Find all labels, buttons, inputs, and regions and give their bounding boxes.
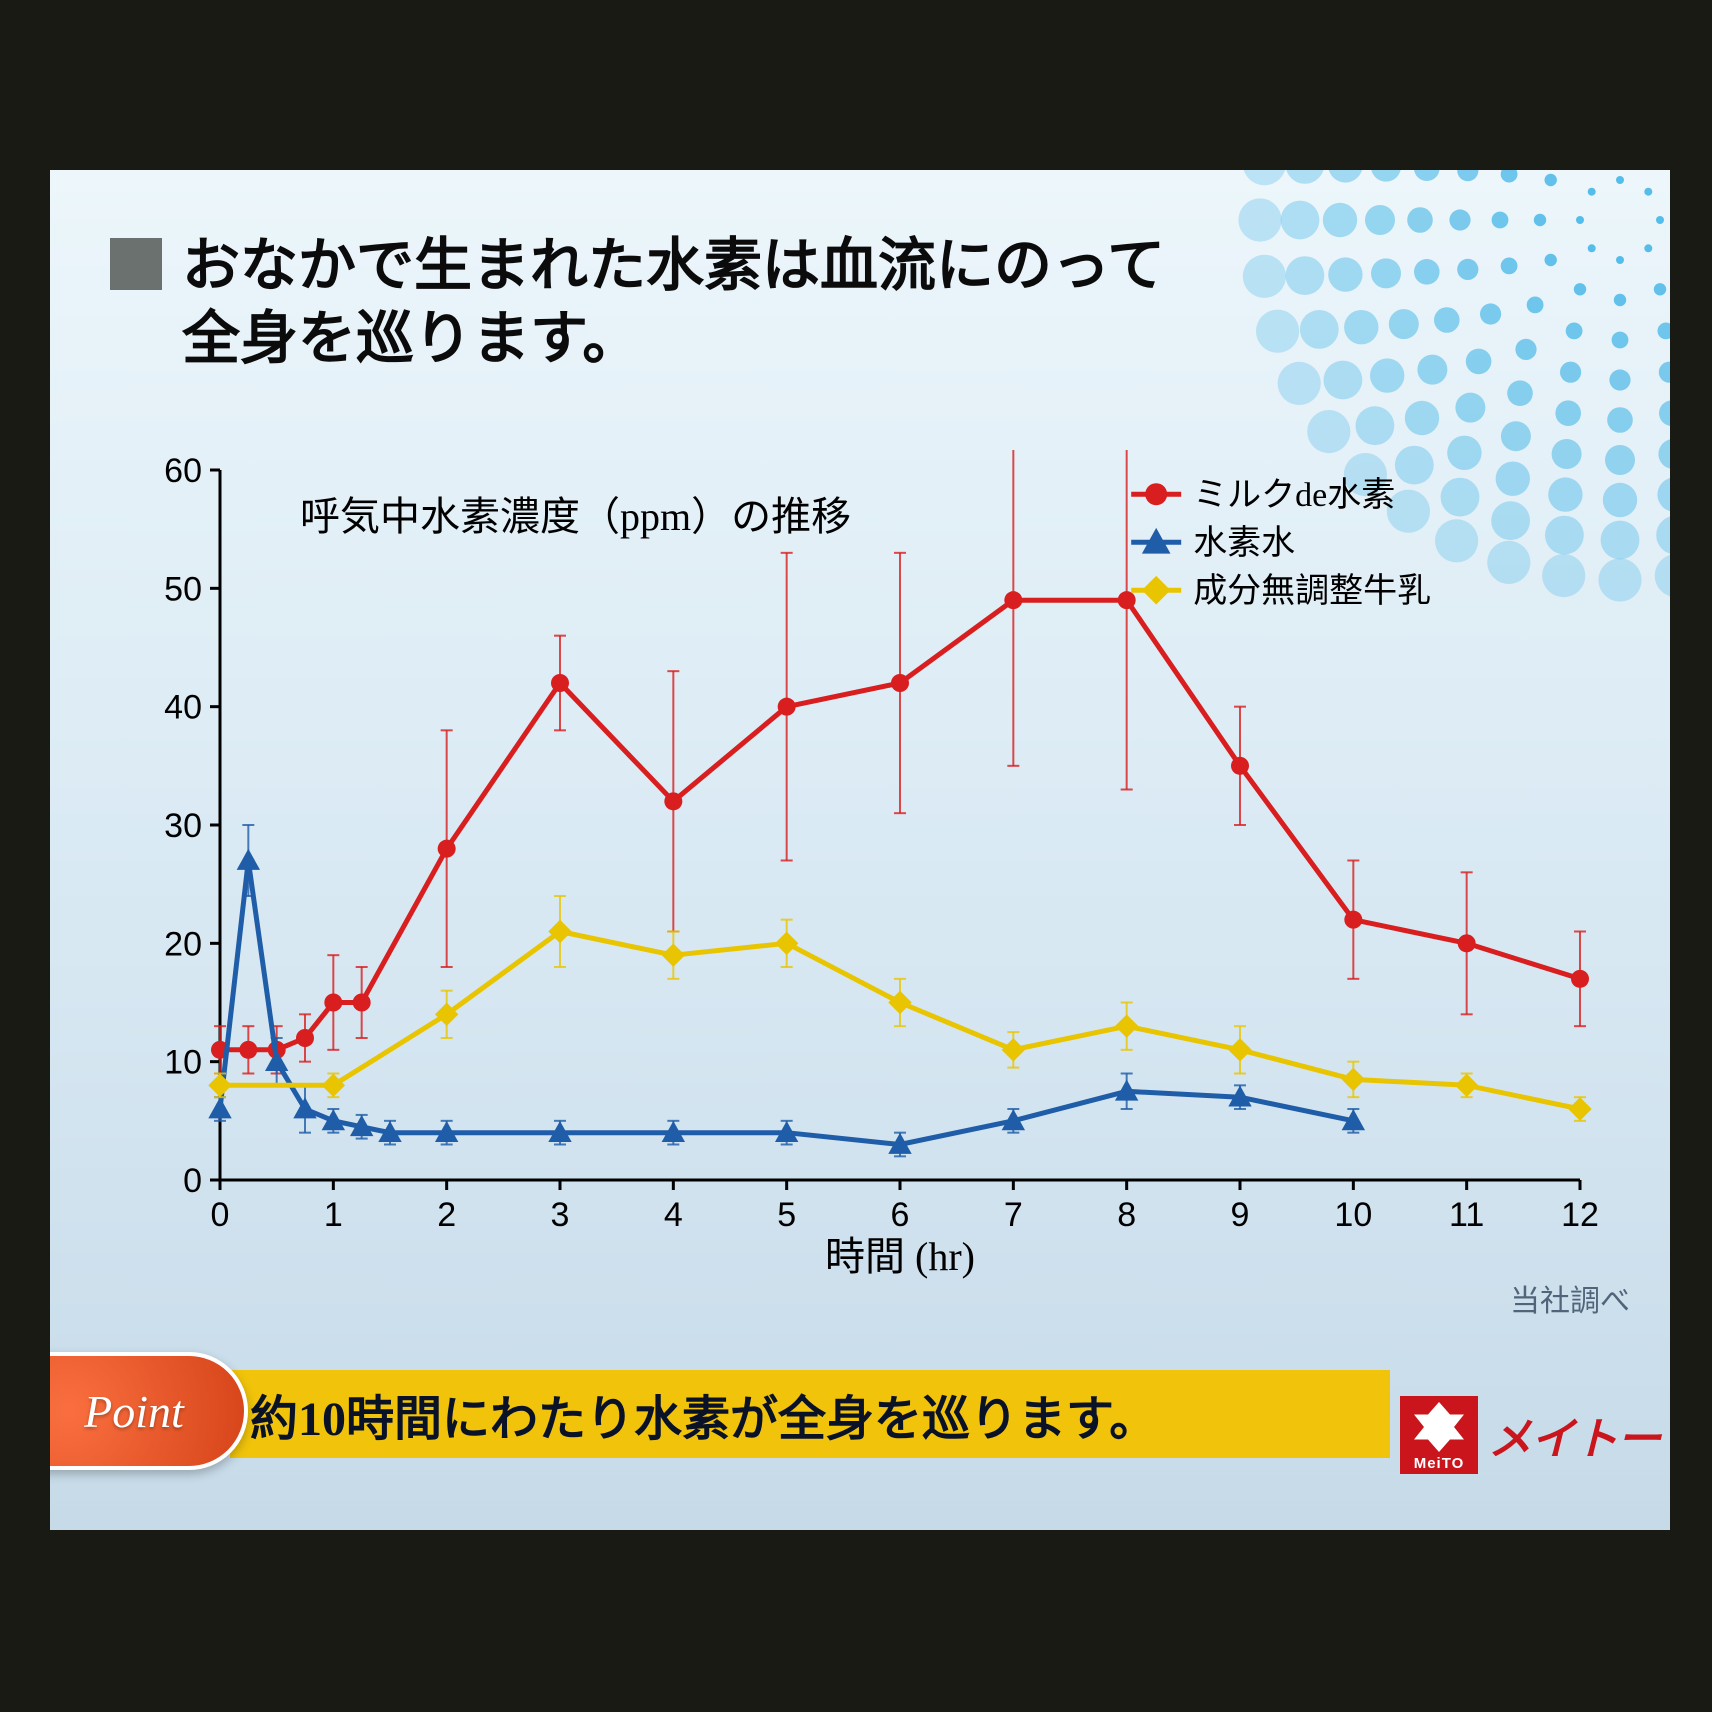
source-note: 当社調べ <box>1510 1276 1630 1320</box>
svg-text:40: 40 <box>164 689 202 727</box>
point-label: Point <box>84 1385 184 1438</box>
headline-line2: 全身を巡ります。 <box>182 306 640 371</box>
svg-text:10: 10 <box>164 1044 202 1082</box>
svg-text:0: 0 <box>211 1196 230 1234</box>
line-chart: 01020304050600123456789101112時間 (hr)呼気中水… <box>130 450 1610 1280</box>
projector-screen-frame: おなかで生まれた水素は血流にのって 全身を巡ります。 0102030405060… <box>50 170 1670 1530</box>
logo-mark-icon: MeiTO <box>1400 1396 1478 1474</box>
point-bar: 約10時間にわたり水素が全身を巡ります。 <box>230 1370 1390 1458</box>
svg-text:成分無調整牛乳: 成分無調整牛乳 <box>1193 572 1431 610</box>
headline-text: おなかで生まれた水素は血流にのって 全身を巡ります。 <box>182 230 1165 375</box>
logo-mark-text: MeiTO <box>1414 1455 1465 1472</box>
svg-text:9: 9 <box>1231 1196 1250 1234</box>
svg-text:7: 7 <box>1004 1196 1023 1234</box>
svg-text:時間 (hr): 時間 (hr) <box>825 1234 975 1279</box>
svg-text:20: 20 <box>164 925 202 963</box>
svg-text:6: 6 <box>891 1196 910 1234</box>
svg-text:5: 5 <box>777 1196 796 1234</box>
svg-text:30: 30 <box>164 807 202 845</box>
svg-text:3: 3 <box>551 1196 570 1234</box>
svg-text:50: 50 <box>164 570 202 608</box>
svg-text:8: 8 <box>1117 1196 1136 1234</box>
svg-text:4: 4 <box>664 1196 683 1234</box>
svg-text:10: 10 <box>1334 1196 1372 1234</box>
svg-text:呼気中水素濃度（ppm）の推移: 呼気中水素濃度（ppm）の推移 <box>300 494 851 539</box>
headline-bullet-icon <box>110 238 162 290</box>
point-capsule: Point <box>50 1352 248 1470</box>
svg-text:12: 12 <box>1561 1196 1599 1234</box>
svg-text:60: 60 <box>164 452 202 490</box>
room-background: おなかで生まれた水素は血流にのって 全身を巡ります。 0102030405060… <box>0 0 1712 1712</box>
slide: おなかで生まれた水素は血流にのって 全身を巡ります。 0102030405060… <box>50 170 1670 1530</box>
svg-text:0: 0 <box>183 1162 202 1200</box>
svg-text:2: 2 <box>437 1196 456 1234</box>
svg-text:ミルクde水素: ミルクde水素 <box>1193 476 1395 514</box>
logo-name: メイトー <box>1488 1403 1660 1467</box>
svg-text:1: 1 <box>324 1196 343 1234</box>
svg-text:11: 11 <box>1449 1196 1484 1234</box>
headline-line1: おなかで生まれた水素は血流にのって <box>182 233 1165 298</box>
svg-text:水素水: 水素水 <box>1193 524 1295 562</box>
point-text: 約10時間にわたり水素が全身を巡ります。 <box>250 1379 1157 1449</box>
brand-logo: MeiTO メイトー <box>1400 1390 1660 1480</box>
slide-headline: おなかで生まれた水素は血流にのって 全身を巡ります。 <box>110 230 1610 375</box>
slide-footer: 約10時間にわたり水素が全身を巡ります。 Point MeiTO メイトー <box>50 1330 1670 1530</box>
